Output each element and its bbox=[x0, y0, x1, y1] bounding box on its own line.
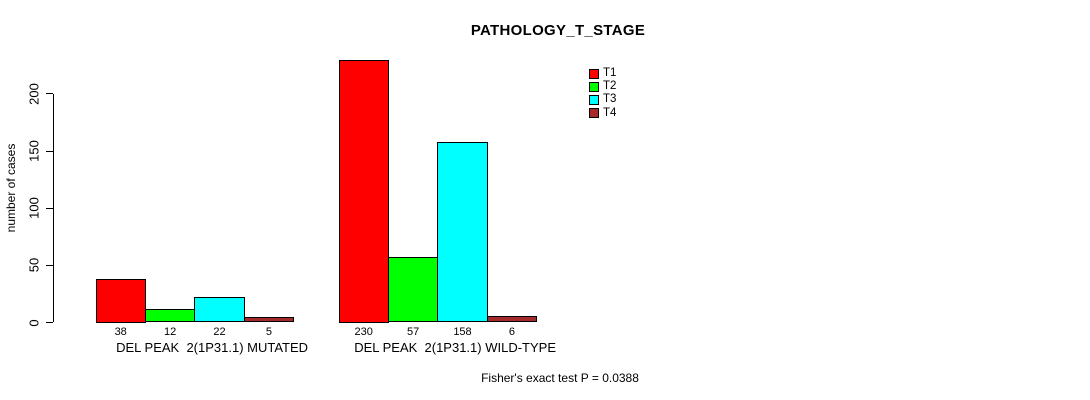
bar-T4-group2 bbox=[486, 315, 538, 323]
y-axis-tick-label: 100 bbox=[26, 197, 42, 220]
bar-value-label: 22 bbox=[213, 326, 226, 338]
y-axis-tick bbox=[45, 264, 53, 266]
y-axis-line bbox=[52, 93, 54, 323]
bar-value-label: 38 bbox=[114, 326, 127, 338]
bar-value-label: 230 bbox=[354, 326, 373, 338]
bar-T1-group2 bbox=[338, 59, 389, 323]
stat-annotation: Fisher's exact test P = 0.0388 bbox=[481, 371, 639, 385]
y-axis-tick-label: 150 bbox=[26, 140, 42, 162]
y-axis-tick bbox=[45, 150, 53, 152]
y-axis-tick-label: 50 bbox=[26, 258, 42, 273]
bar-T3-group2 bbox=[437, 141, 488, 323]
bar-value-label: 5 bbox=[265, 326, 272, 338]
y-axis-tick bbox=[45, 207, 53, 209]
chart-title: PATHOLOGY_T_STAGE bbox=[470, 22, 646, 39]
bar-T3-group1 bbox=[194, 297, 245, 323]
y-axis-tick bbox=[45, 93, 53, 95]
bar-value-label: 158 bbox=[453, 326, 472, 338]
bar-value-label: 6 bbox=[508, 326, 515, 338]
y-axis-tick bbox=[45, 322, 53, 323]
y-axis-tick-label: 0 bbox=[26, 318, 42, 327]
bar-T2-group1 bbox=[144, 308, 196, 323]
bar-T1-group1 bbox=[95, 279, 146, 323]
bar-T4-group1 bbox=[243, 316, 295, 323]
y-axis-tick-label: 200 bbox=[26, 82, 42, 105]
bar-T2-group2 bbox=[387, 257, 439, 323]
group-label: DEL PEAK 2(1P31.1) WILD-TYPE bbox=[354, 339, 556, 355]
group-label: DEL PEAK 2(1P31.1) MUTATED bbox=[116, 339, 309, 355]
bar-value-label: 12 bbox=[163, 326, 177, 338]
bar-value-label: 57 bbox=[406, 326, 420, 338]
